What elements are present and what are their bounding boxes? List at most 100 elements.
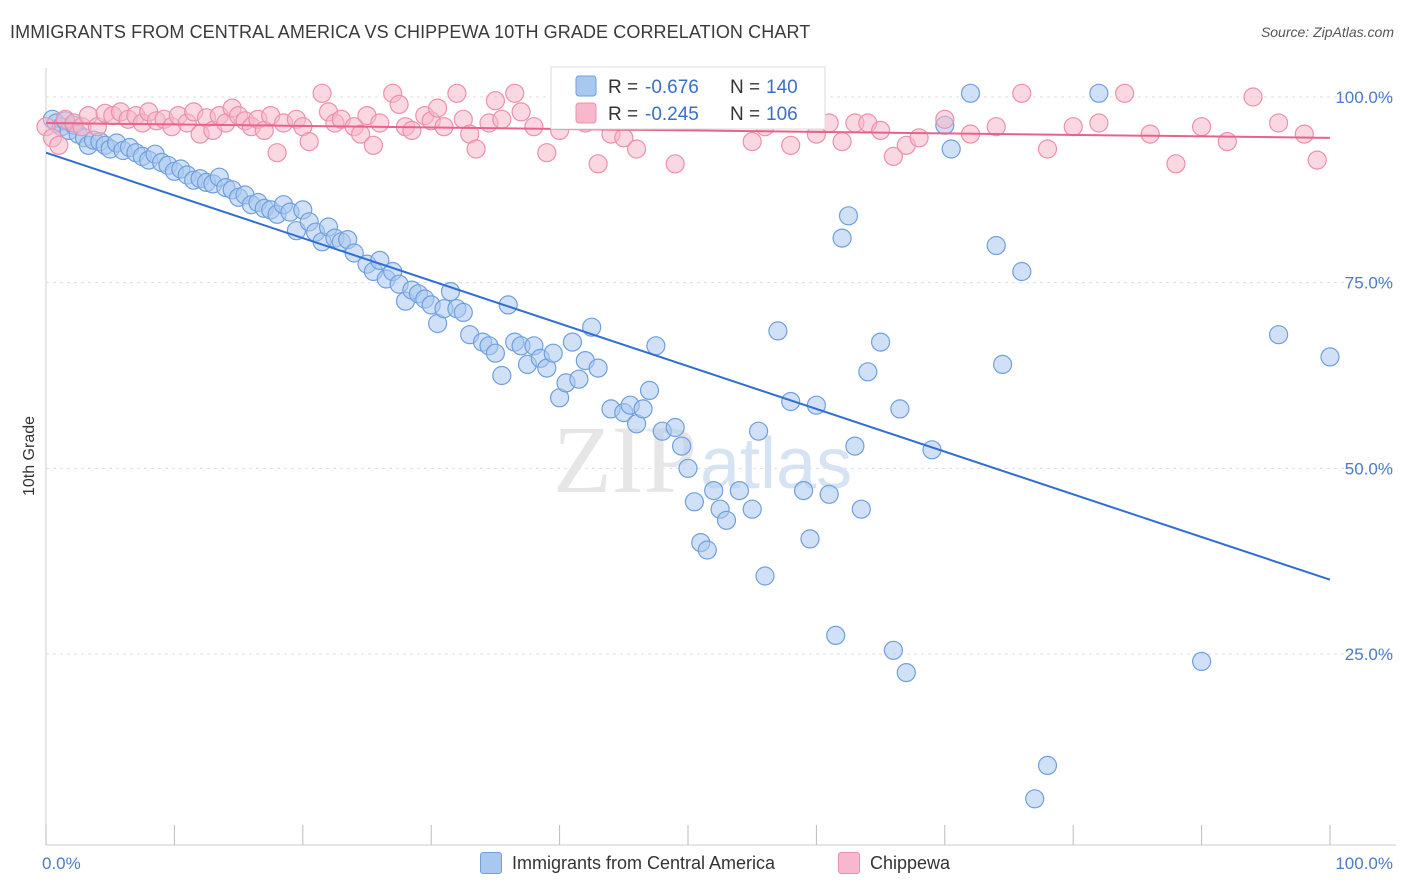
bottom-legend: Immigrants from Central America Chippewa: [0, 850, 1406, 880]
data-point-central-america: [562, 332, 583, 352]
data-point-central-america: [819, 484, 839, 504]
data-point-chippewa: [524, 117, 544, 137]
data-point-central-america: [748, 421, 769, 441]
stats-swatch-pink: [575, 102, 597, 124]
data-point-chippewa: [1063, 117, 1083, 137]
data-point-central-america: [870, 332, 891, 352]
data-point-central-america: [742, 499, 762, 519]
data-point-chippewa: [742, 132, 762, 152]
data-point-central-america: [845, 436, 865, 456]
legend-label-central-america: Immigrants from Central America: [512, 852, 776, 873]
y-tick-label: 25.0%: [1345, 645, 1393, 664]
legend-item-chippewa[interactable]: Chippewa: [838, 852, 950, 874]
legend-label-chippewa: Chippewa: [870, 852, 951, 873]
legend-item-central-america[interactable]: Immigrants from Central America: [480, 852, 775, 874]
data-point-central-america: [440, 282, 461, 302]
data-point-chippewa: [1166, 154, 1186, 174]
data-point-chippewa: [935, 109, 955, 129]
y-tick-label: 50.0%: [1345, 459, 1393, 478]
data-point-central-america: [768, 321, 788, 341]
data-point-central-america: [755, 566, 775, 586]
data-point-central-america: [678, 458, 698, 478]
legend-swatch-blue: [480, 852, 502, 874]
data-point-chippewa: [1243, 87, 1263, 107]
data-point-central-america: [832, 228, 852, 248]
data-point-central-america: [498, 295, 518, 315]
data-point-chippewa: [588, 154, 608, 174]
data-point-central-america: [858, 362, 878, 382]
trend-line-central-america: [45, 151, 1331, 581]
data-point-central-america: [639, 380, 660, 400]
stats-legend: R = -0.676 N = 140 R = -0.245 N = 106: [550, 66, 826, 130]
data-point-chippewa: [1307, 150, 1327, 170]
data-point-chippewa: [909, 128, 929, 148]
data-point-chippewa: [665, 154, 685, 174]
data-point-chippewa: [492, 109, 512, 129]
data-point-chippewa: [1012, 83, 1032, 103]
data-point-chippewa: [883, 146, 904, 166]
data-point-chippewa: [1217, 132, 1237, 152]
data-point-central-america: [1037, 755, 1058, 776]
data-point-central-america: [1320, 347, 1340, 367]
data-point-chippewa: [1268, 113, 1289, 133]
data-point-central-america: [453, 302, 473, 322]
data-point-chippewa: [870, 120, 891, 140]
data-point-chippewa: [781, 135, 801, 155]
stats-n-label-1: N =: [730, 77, 760, 98]
data-point-central-america: [569, 369, 589, 389]
data-point-chippewa: [267, 143, 287, 163]
stats-r-label-1: R =: [608, 77, 638, 98]
data-point-central-america: [800, 529, 820, 549]
data-point-chippewa: [312, 83, 332, 103]
data-point-chippewa: [299, 132, 319, 152]
y-tick-label: 100.0%: [1335, 88, 1393, 107]
stats-r-value-2: -0.245: [645, 104, 699, 125]
chart-source: Source: ZipAtlas.com: [1260, 24, 1394, 40]
data-point-central-america: [485, 343, 505, 363]
stats-legend-box: [550, 66, 826, 130]
y-axis-label: 10th Grade: [21, 416, 38, 496]
stats-swatch-blue: [575, 75, 597, 97]
trend-line-chippewa: [45, 121, 1331, 139]
data-point-chippewa: [466, 139, 486, 159]
data-point-central-america: [704, 481, 724, 501]
stats-r-value-1: -0.676: [645, 77, 699, 98]
x-tick-label: 100.0%: [1335, 854, 1393, 873]
data-point-central-america: [1012, 261, 1032, 282]
data-point-central-america: [588, 358, 608, 378]
data-point-central-america: [492, 365, 512, 386]
data-point-chippewa: [370, 113, 390, 133]
data-point-central-america: [838, 206, 859, 226]
x-tick-labels: 0.0% 100.0%: [42, 854, 1393, 873]
data-point-central-america: [671, 436, 692, 456]
data-point-central-america: [697, 540, 717, 560]
data-point-central-america: [665, 417, 685, 438]
data-point-central-america: [941, 139, 961, 159]
data-point-chippewa: [1089, 113, 1109, 133]
stats-r-label-2: R =: [608, 104, 638, 125]
data-point-chippewa: [1037, 139, 1058, 159]
data-point-chippewa: [832, 132, 852, 152]
axes: [45, 68, 1396, 846]
data-point-chippewa: [363, 135, 383, 155]
data-point-chippewa: [49, 135, 69, 155]
data-point-chippewa: [351, 124, 371, 144]
series-points: [36, 83, 1340, 809]
data-point-chippewa: [1191, 117, 1212, 137]
data-point-chippewa: [389, 94, 409, 115]
data-point-chippewa: [447, 83, 467, 103]
data-point-central-america: [684, 492, 705, 512]
data-point-central-america: [826, 625, 846, 646]
data-point-central-america: [1191, 651, 1212, 672]
data-point-chippewa: [1294, 124, 1314, 144]
data-point-central-america: [896, 662, 916, 683]
data-point-central-america: [1089, 83, 1109, 103]
data-point-chippewa: [485, 91, 505, 111]
data-point-chippewa: [626, 139, 647, 159]
data-point-chippewa: [537, 143, 557, 163]
y-tick-labels: 25.0% 50.0% 75.0% 100.0%: [1335, 88, 1393, 664]
data-point-central-america: [986, 235, 1006, 256]
data-point-central-america: [851, 499, 871, 519]
data-point-central-america: [633, 399, 653, 419]
